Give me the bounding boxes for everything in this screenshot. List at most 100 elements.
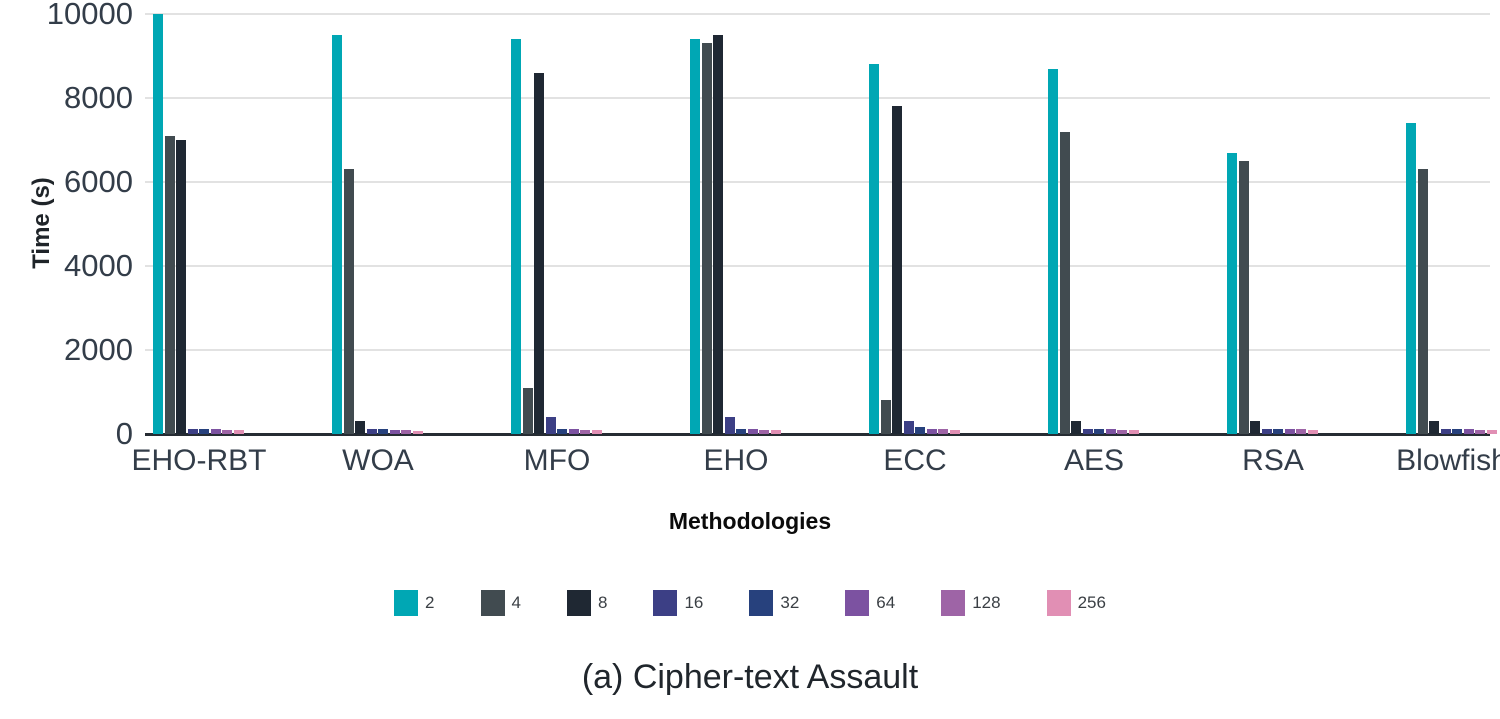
bar-ECC-128 bbox=[938, 429, 948, 434]
x-axis-line bbox=[145, 433, 1490, 436]
plot-area: Time (s) 0 2000 4000 6000 8000 10000 EHO-RBT WO… bbox=[28, 0, 1500, 477]
bar-WOA-128 bbox=[401, 429, 411, 434]
legend-label: 128 bbox=[972, 593, 1001, 612]
y-tick-label: 6000 bbox=[64, 164, 133, 199]
bar-MFO-4 bbox=[522, 387, 533, 434]
bar-MFO-128 bbox=[580, 429, 590, 434]
x-tick-label-EHO: EHO bbox=[703, 444, 769, 477]
legend: 2 4 8 16 32 64 128 256 bbox=[0, 590, 1500, 616]
bar-MFO-16 bbox=[545, 417, 556, 434]
legend-item-128: 128 bbox=[941, 590, 1001, 616]
legend-item-16: 16 bbox=[653, 590, 703, 616]
bar-EHO-RBT-8 bbox=[176, 140, 186, 434]
x-tick-label-EHO-RBT: EHO-RBT bbox=[131, 444, 267, 477]
bar-EHO-RBT-64 bbox=[210, 429, 221, 434]
bar-EHO-RBT-4 bbox=[164, 135, 175, 434]
bar-EHO-256 bbox=[770, 429, 781, 434]
bar-AES-32 bbox=[1094, 429, 1104, 434]
bar-AES-64 bbox=[1105, 429, 1116, 434]
bar-ECC-2 bbox=[869, 64, 879, 434]
bar-WOA-256 bbox=[412, 430, 423, 434]
bar-Blowfish-4 bbox=[1417, 169, 1428, 434]
bar-Blowfish-128 bbox=[1475, 429, 1485, 434]
bar-RSA-256 bbox=[1307, 429, 1318, 434]
legend-label: 256 bbox=[1077, 593, 1106, 612]
legend-label: 4 bbox=[511, 593, 521, 612]
bar-Blowfish-2 bbox=[1406, 123, 1416, 434]
bar-EHO-4 bbox=[701, 43, 712, 434]
legend-item-2: 2 bbox=[394, 590, 435, 616]
bar-Blowfish-256 bbox=[1486, 430, 1497, 434]
x-tick-label-ECC: ECC bbox=[883, 444, 947, 477]
bar-AES-128 bbox=[1117, 429, 1127, 434]
legend-swatch-16 bbox=[653, 590, 678, 616]
bar-ECC-256 bbox=[949, 429, 960, 434]
legend-label: 64 bbox=[876, 593, 896, 612]
x-tick-label-RSA: RSA bbox=[1242, 444, 1304, 477]
bar-RSA-4 bbox=[1238, 161, 1249, 434]
bar-WOA-64 bbox=[389, 429, 400, 434]
bar-EHO-2 bbox=[690, 39, 700, 434]
bar-WOA-32 bbox=[378, 429, 388, 434]
legend-item-64: 64 bbox=[845, 590, 895, 616]
gridline bbox=[145, 97, 1490, 99]
bar-RSA-2 bbox=[1227, 152, 1237, 434]
x-tick-label-AES: AES bbox=[1063, 444, 1125, 477]
bar-EHO-RBT-2 bbox=[153, 14, 163, 434]
legend-swatch-32 bbox=[749, 590, 774, 616]
bar-ECC-4 bbox=[880, 400, 891, 434]
bar-RSA-8 bbox=[1250, 421, 1260, 434]
y-tick-label: 2000 bbox=[64, 332, 133, 367]
bar-EHO-8 bbox=[713, 35, 723, 434]
bar-AES-8 bbox=[1071, 421, 1081, 434]
bar-MFO-32 bbox=[557, 428, 567, 434]
bar-AES-4 bbox=[1059, 131, 1070, 434]
bar-ECC-16 bbox=[903, 421, 914, 434]
bar-MFO-256 bbox=[591, 429, 602, 434]
bar-MFO-64 bbox=[568, 429, 579, 434]
bar-RSA-16 bbox=[1261, 428, 1272, 434]
legend-swatch-64 bbox=[845, 590, 870, 616]
bar-EHO-64 bbox=[747, 429, 758, 434]
y-tick-label: 10000 bbox=[46, 0, 133, 31]
x-tick-label-MFO: MFO bbox=[523, 444, 591, 477]
bar-EHO-RBT-128 bbox=[222, 429, 232, 434]
bar-AES-2 bbox=[1048, 68, 1058, 434]
bar-RSA-32 bbox=[1273, 429, 1283, 434]
x-tick-label-Blowfish: Blowfish bbox=[1396, 444, 1500, 477]
bar-Blowfish-8 bbox=[1429, 421, 1439, 434]
bar-Blowfish-32 bbox=[1452, 429, 1462, 434]
legend-item-32: 32 bbox=[749, 590, 799, 616]
bar-Blowfish-64 bbox=[1463, 429, 1474, 434]
bar-MFO-2 bbox=[511, 39, 521, 434]
gridline bbox=[145, 181, 1490, 183]
bar-WOA-16 bbox=[366, 428, 377, 434]
bar-WOA-8 bbox=[355, 421, 365, 434]
gridline bbox=[145, 349, 1490, 351]
legend-swatch-256 bbox=[1046, 590, 1071, 616]
bar-EHO-RBT-16 bbox=[187, 429, 198, 434]
legend-item-4: 4 bbox=[480, 590, 521, 616]
bar-AES-256 bbox=[1128, 429, 1139, 434]
legend-label: 16 bbox=[684, 593, 704, 612]
x-axis-title: Methodologies bbox=[668, 508, 832, 534]
bar-EHO-128 bbox=[759, 429, 769, 434]
bar-EHO-32 bbox=[736, 428, 746, 434]
gridline bbox=[145, 265, 1490, 267]
legend-swatch-2 bbox=[394, 590, 419, 616]
figure-caption: (a) Cipher-text Assault bbox=[581, 658, 919, 696]
gridline bbox=[145, 13, 1490, 15]
bar-RSA-64 bbox=[1284, 429, 1295, 434]
bar-WOA-2 bbox=[332, 35, 342, 434]
legend-label: 8 bbox=[597, 593, 608, 612]
bar-EHO-16 bbox=[724, 417, 735, 434]
x-tick-label-WOA: WOA bbox=[342, 444, 414, 477]
legend-swatch-8 bbox=[566, 590, 591, 616]
bar-EHO-RBT-256 bbox=[233, 430, 244, 434]
legend-label: 2 bbox=[425, 593, 435, 612]
legend-item-8: 8 bbox=[566, 590, 608, 616]
legend-item-256: 256 bbox=[1046, 590, 1106, 616]
bar-AES-16 bbox=[1082, 428, 1093, 434]
y-tick-label: 0 bbox=[115, 416, 133, 451]
bar-Blowfish-16 bbox=[1440, 428, 1451, 434]
